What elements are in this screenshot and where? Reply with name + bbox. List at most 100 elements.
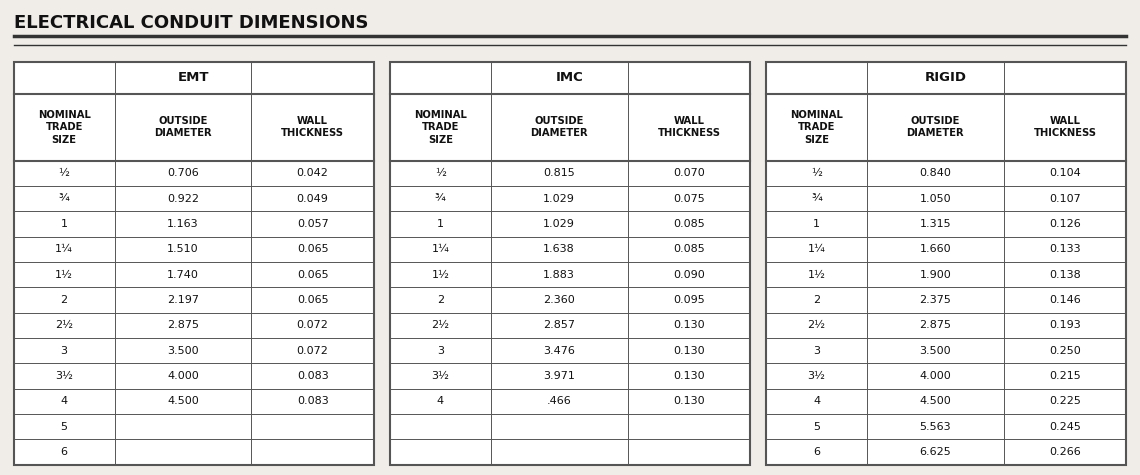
Text: 1.163: 1.163 — [168, 219, 198, 229]
Text: 0.245: 0.245 — [1049, 421, 1081, 432]
Text: 4.000: 4.000 — [920, 371, 951, 381]
Text: ½: ½ — [811, 168, 822, 178]
Text: 0.130: 0.130 — [673, 345, 705, 356]
Text: ¾: ¾ — [58, 193, 70, 204]
Text: 1.029: 1.029 — [544, 219, 576, 229]
Text: 5: 5 — [813, 421, 820, 432]
Text: 0.083: 0.083 — [296, 371, 328, 381]
Text: 0.090: 0.090 — [673, 269, 705, 280]
Text: 3½: 3½ — [55, 371, 73, 381]
Text: 0.130: 0.130 — [673, 396, 705, 406]
Text: ¾: ¾ — [434, 193, 446, 204]
Text: 1¼: 1¼ — [807, 244, 825, 254]
Text: .466: .466 — [547, 396, 571, 406]
Text: ½: ½ — [58, 168, 70, 178]
Bar — [766, 62, 1126, 465]
Text: 3: 3 — [813, 345, 820, 356]
Text: WALL
THICKNESS: WALL THICKNESS — [658, 116, 720, 139]
Text: 6: 6 — [60, 447, 67, 457]
Text: 0.193: 0.193 — [1049, 320, 1081, 330]
Text: 3.971: 3.971 — [544, 371, 576, 381]
Text: 0.840: 0.840 — [920, 168, 952, 178]
Text: 0.266: 0.266 — [1049, 447, 1081, 457]
Text: 1.660: 1.660 — [920, 244, 951, 254]
Text: 0.049: 0.049 — [296, 193, 328, 204]
Text: 0.130: 0.130 — [673, 320, 705, 330]
Text: 3.500: 3.500 — [168, 345, 198, 356]
Text: NOMINAL
TRADE
SIZE: NOMINAL TRADE SIZE — [790, 110, 842, 145]
Text: 3: 3 — [60, 345, 67, 356]
Text: 2.857: 2.857 — [543, 320, 576, 330]
Text: 1: 1 — [813, 219, 820, 229]
Text: 2.875: 2.875 — [166, 320, 200, 330]
Text: 3: 3 — [437, 345, 443, 356]
Text: 0.057: 0.057 — [296, 219, 328, 229]
Text: 2½: 2½ — [807, 320, 825, 330]
Text: 0.130: 0.130 — [673, 371, 705, 381]
Text: 2: 2 — [437, 295, 443, 305]
Text: NOMINAL
TRADE
SIZE: NOMINAL TRADE SIZE — [38, 110, 90, 145]
Text: 0.065: 0.065 — [296, 269, 328, 280]
Text: 0.126: 0.126 — [1049, 219, 1081, 229]
Text: 0.065: 0.065 — [296, 244, 328, 254]
Text: 1.883: 1.883 — [544, 269, 576, 280]
Text: 0.215: 0.215 — [1049, 371, 1081, 381]
Text: 2½: 2½ — [431, 320, 449, 330]
Text: 1.900: 1.900 — [920, 269, 951, 280]
Text: 0.085: 0.085 — [673, 219, 705, 229]
Text: 2.375: 2.375 — [920, 295, 952, 305]
Text: 0.083: 0.083 — [296, 396, 328, 406]
Text: 0.072: 0.072 — [296, 345, 328, 356]
Text: 2.197: 2.197 — [166, 295, 200, 305]
Text: 1.638: 1.638 — [544, 244, 575, 254]
Text: 4.500: 4.500 — [920, 396, 951, 406]
Text: 1½: 1½ — [55, 269, 73, 280]
Text: 4: 4 — [437, 396, 443, 406]
Text: ¾: ¾ — [811, 193, 822, 204]
Text: 2½: 2½ — [55, 320, 73, 330]
Text: 1.510: 1.510 — [168, 244, 198, 254]
Text: 0.815: 0.815 — [544, 168, 575, 178]
Text: 0.085: 0.085 — [673, 244, 705, 254]
Text: 1¼: 1¼ — [431, 244, 449, 254]
Text: OUTSIDE
DIAMETER: OUTSIDE DIAMETER — [530, 116, 588, 139]
Text: 1.740: 1.740 — [168, 269, 199, 280]
Text: 0.133: 0.133 — [1049, 244, 1081, 254]
Text: 5: 5 — [60, 421, 67, 432]
Text: 1.315: 1.315 — [920, 219, 951, 229]
Text: 4: 4 — [813, 396, 820, 406]
Text: 0.225: 0.225 — [1049, 396, 1081, 406]
Text: 3½: 3½ — [807, 371, 825, 381]
Text: 1¼: 1¼ — [55, 244, 73, 254]
Text: 0.138: 0.138 — [1049, 269, 1081, 280]
Bar — [390, 62, 750, 465]
Text: 0.146: 0.146 — [1049, 295, 1081, 305]
Text: 6: 6 — [813, 447, 820, 457]
Text: WALL
THICKNESS: WALL THICKNESS — [282, 116, 344, 139]
Text: 1½: 1½ — [807, 269, 825, 280]
Text: 4.500: 4.500 — [168, 396, 198, 406]
Bar — [14, 62, 374, 465]
Text: 3.500: 3.500 — [920, 345, 951, 356]
Text: OUTSIDE
DIAMETER: OUTSIDE DIAMETER — [906, 116, 964, 139]
Text: 0.095: 0.095 — [673, 295, 705, 305]
Text: 1: 1 — [60, 219, 67, 229]
Text: 2: 2 — [813, 295, 820, 305]
Text: 0.706: 0.706 — [168, 168, 198, 178]
Text: 5.563: 5.563 — [920, 421, 951, 432]
Text: 0.104: 0.104 — [1049, 168, 1081, 178]
Text: 4.000: 4.000 — [168, 371, 198, 381]
Text: 0.072: 0.072 — [296, 320, 328, 330]
Text: 0.250: 0.250 — [1049, 345, 1081, 356]
Text: 4: 4 — [60, 396, 67, 406]
Text: 1: 1 — [437, 219, 443, 229]
Text: ELECTRICAL CONDUIT DIMENSIONS: ELECTRICAL CONDUIT DIMENSIONS — [14, 14, 368, 32]
Text: 2.875: 2.875 — [919, 320, 952, 330]
Text: 0.922: 0.922 — [166, 193, 200, 204]
Text: IMC: IMC — [556, 71, 584, 85]
Text: 2: 2 — [60, 295, 67, 305]
Text: 3½: 3½ — [431, 371, 449, 381]
Text: 0.107: 0.107 — [1049, 193, 1081, 204]
Text: 0.042: 0.042 — [296, 168, 328, 178]
Text: 1½: 1½ — [431, 269, 449, 280]
